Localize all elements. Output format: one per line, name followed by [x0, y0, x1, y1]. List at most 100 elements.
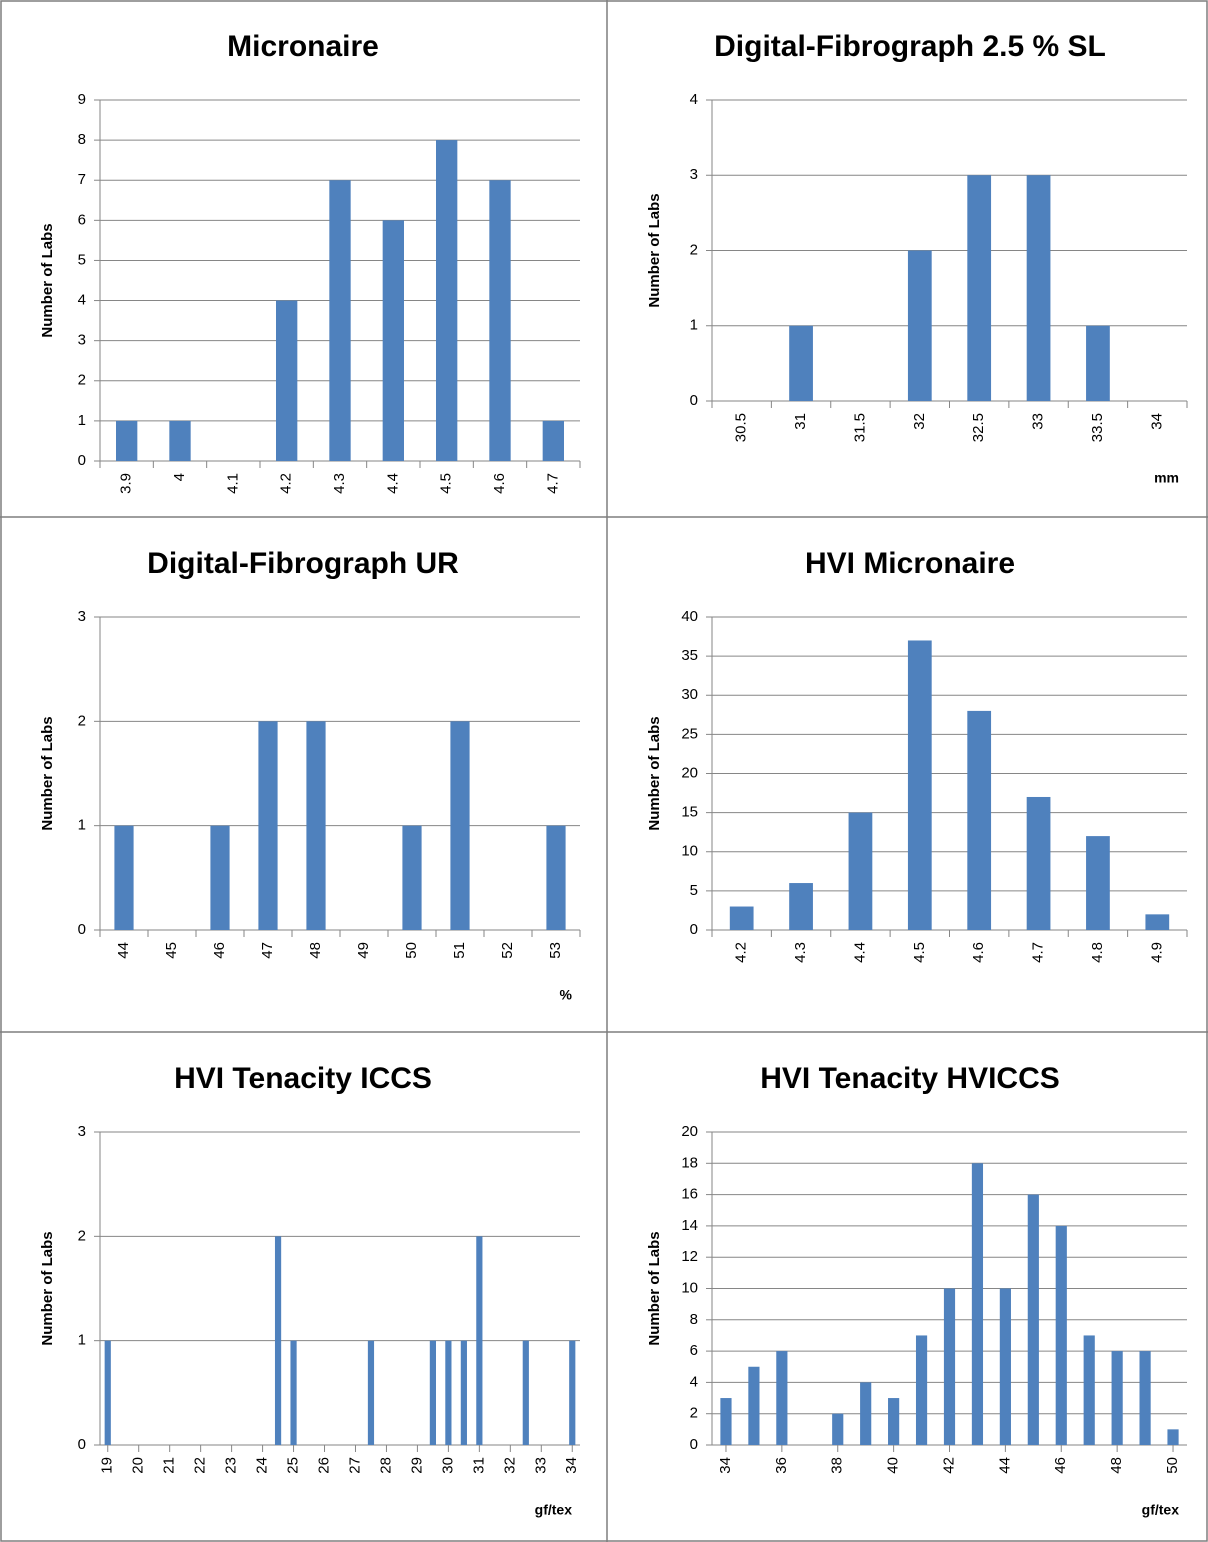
y-tick-label: 1 — [78, 817, 86, 834]
y-tick-label: 3 — [78, 608, 86, 625]
y-tick-label: 15 — [681, 804, 698, 821]
y-tick-label: 2 — [78, 712, 86, 729]
bar — [967, 175, 992, 401]
bar — [274, 1236, 282, 1445]
chart-panel: Digital-Fibrograph 2.5 % SL Number of Lab… — [646, 30, 1188, 486]
x-tick-label: 32 — [501, 1457, 518, 1474]
y-tick-label: 0 — [78, 921, 86, 938]
y-tick-label: 0 — [78, 452, 86, 469]
bar — [402, 825, 422, 930]
x-tick-label: 4.4 — [384, 473, 401, 494]
x-tick-label: 40 — [885, 1457, 902, 1474]
y-tick-label: 8 — [690, 1311, 698, 1328]
y-tick-label: 0 — [690, 921, 698, 938]
x-tick-label: 4.1 — [224, 473, 241, 494]
x-tick-label: 46 — [1052, 1457, 1069, 1474]
bar — [329, 180, 351, 461]
y-tick-label: 4 — [690, 91, 698, 108]
chart-panel: HVI Micronaire Number of Labs 0 5 10 15 20 25 30… — [646, 547, 1188, 963]
y-tick-label: 3 — [690, 166, 698, 183]
y-axis-label: Number of Labs — [39, 223, 56, 337]
x-tick-label: 4.3 — [792, 942, 809, 963]
x-tick-label: 45 — [163, 942, 180, 959]
bar — [1111, 1351, 1123, 1445]
x-axis-label: gf/tex — [1142, 1502, 1180, 1518]
x-tick-label: 50 — [1164, 1457, 1181, 1474]
y-tick-label: 2 — [690, 1405, 698, 1422]
y-tick-label: 0 — [690, 392, 698, 409]
bar — [450, 721, 470, 930]
bar — [306, 721, 326, 930]
x-tick-label: 4.7 — [544, 473, 561, 494]
bar — [1086, 836, 1110, 930]
x-tick-label: 33 — [1030, 413, 1047, 430]
y-tick-label: 4 — [690, 1373, 698, 1390]
y-tick-label: 5 — [78, 251, 86, 268]
x-tick-label: 4.8 — [1089, 942, 1106, 963]
x-tick-label: 30.5 — [733, 413, 750, 442]
y-tick-label: 20 — [681, 764, 698, 781]
x-tick-label: 50 — [403, 942, 420, 959]
y-tick-label: 12 — [681, 1248, 698, 1265]
bar — [860, 1382, 872, 1445]
bar — [429, 1340, 436, 1445]
bar — [943, 1288, 956, 1445]
bar — [476, 1236, 483, 1445]
x-tick-label: 48 — [1108, 1457, 1125, 1474]
x-tick-label: 42 — [940, 1457, 957, 1474]
bar — [848, 812, 873, 930]
bar — [445, 1340, 452, 1445]
x-tick-label: 44 — [115, 942, 132, 959]
bar — [489, 180, 511, 461]
x-axis-label: mm — [1154, 470, 1179, 486]
bar — [971, 1163, 984, 1445]
bar — [1086, 325, 1110, 401]
bar — [460, 1340, 467, 1445]
bar — [436, 140, 458, 461]
bar — [382, 220, 404, 461]
x-tick-label: 33.5 — [1089, 413, 1106, 442]
bar — [789, 883, 813, 930]
y-tick-label: 14 — [681, 1217, 698, 1234]
x-tick-label: 34 — [1148, 413, 1165, 430]
y-axis-label: Number of Labs — [646, 716, 663, 830]
x-tick-label: 26 — [315, 1457, 332, 1474]
x-tick-label: 4.2 — [278, 473, 295, 494]
y-tick-label: 3 — [78, 1123, 86, 1140]
bar — [367, 1340, 375, 1445]
bar — [832, 1413, 844, 1445]
y-axis-label: Number of Labs — [39, 716, 56, 830]
x-tick-label: 25 — [285, 1457, 302, 1474]
x-tick-label: 24 — [254, 1457, 271, 1474]
bar — [720, 1398, 732, 1445]
bar — [290, 1340, 297, 1445]
chart-title: HVI Micronaire — [805, 547, 1015, 580]
x-tick-label: 32 — [911, 413, 928, 430]
x-tick-label: 30 — [439, 1457, 456, 1474]
y-tick-label: 3 — [78, 332, 86, 349]
x-tick-label: 52 — [499, 942, 516, 959]
y-tick-label: 1 — [78, 1332, 86, 1349]
x-tick-label: 23 — [223, 1457, 240, 1474]
x-tick-label: 4.2 — [733, 942, 750, 963]
x-tick-label: 48 — [307, 942, 324, 959]
y-tick-label: 2 — [78, 372, 86, 389]
x-tick-label: 28 — [377, 1457, 394, 1474]
x-tick-label: 36 — [773, 1457, 790, 1474]
chart-title: HVI Tenacity ICCS — [174, 1062, 432, 1095]
bar — [569, 1340, 576, 1445]
chart-panel: Digital-Fibrograph UR Number of Labs 0 1 2 3 4… — [39, 547, 581, 1003]
y-axis-label: Number of Labs — [646, 1231, 663, 1345]
y-tick-label: 30 — [681, 686, 698, 703]
x-tick-label: 34 — [717, 1457, 734, 1474]
x-tick-label: 4.9 — [1148, 942, 1165, 963]
x-tick-label: 27 — [346, 1457, 363, 1474]
x-tick-label: 44 — [996, 1457, 1013, 1474]
x-tick-label: 34 — [563, 1457, 580, 1474]
bar — [1139, 1351, 1151, 1445]
y-tick-label: 7 — [78, 171, 86, 188]
chart-title: Micronaire — [227, 30, 379, 63]
x-tick-label: 46 — [211, 942, 228, 959]
